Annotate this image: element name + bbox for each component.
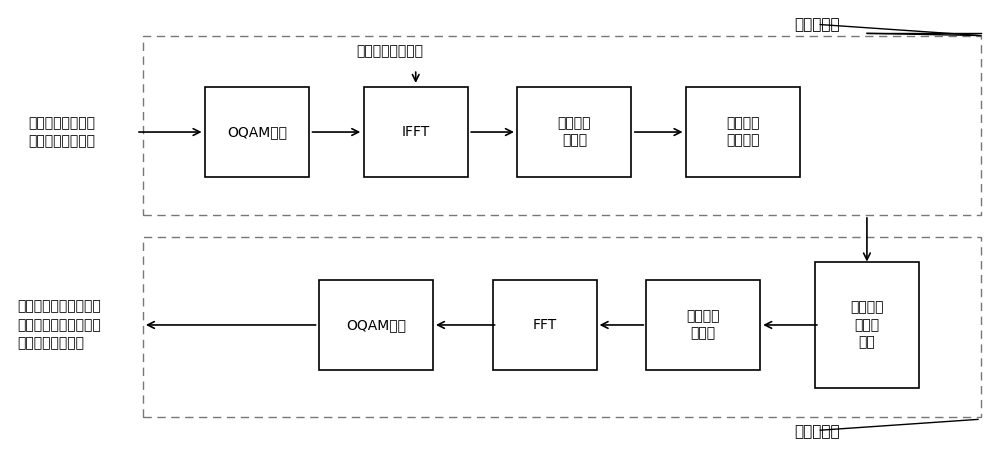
Bar — [686, 87, 800, 177]
Text: 乘以相位干扰因子: 乘以相位干扰因子 — [356, 44, 423, 58]
Text: FFT: FFT — [532, 318, 557, 332]
Text: 原型滤波
器滤波: 原型滤波 器滤波 — [558, 117, 591, 148]
Text: IFFT: IFFT — [402, 125, 430, 139]
Bar — [815, 262, 919, 388]
Text: 每个原始信号的实
部和虚部交替输入: 每个原始信号的实 部和虚部交替输入 — [28, 116, 95, 148]
Bar — [319, 280, 433, 370]
Bar — [517, 87, 631, 177]
Text: 原型滤波
器滤波: 原型滤波 器滤波 — [687, 309, 720, 340]
Text: OQAM调制: OQAM调制 — [227, 125, 287, 139]
Text: 同步获取
待处理
信号: 同步获取 待处理 信号 — [850, 301, 884, 349]
Text: OQAM解调: OQAM解调 — [346, 318, 406, 332]
Text: 交替输出与原始信号实
部或虚部相近的恢复信
号的实部或者虚部: 交替输出与原始信号实 部或虚部相近的恢复信 号的实部或者虚部 — [17, 299, 101, 351]
Bar — [646, 280, 760, 370]
Bar — [205, 87, 309, 177]
Bar — [493, 280, 597, 370]
Text: 数据接收端: 数据接收端 — [795, 425, 840, 439]
Text: 叠加输出
基带信号: 叠加输出 基带信号 — [726, 117, 760, 148]
Bar — [364, 87, 468, 177]
Text: 数据发送端: 数据发送端 — [795, 18, 840, 32]
